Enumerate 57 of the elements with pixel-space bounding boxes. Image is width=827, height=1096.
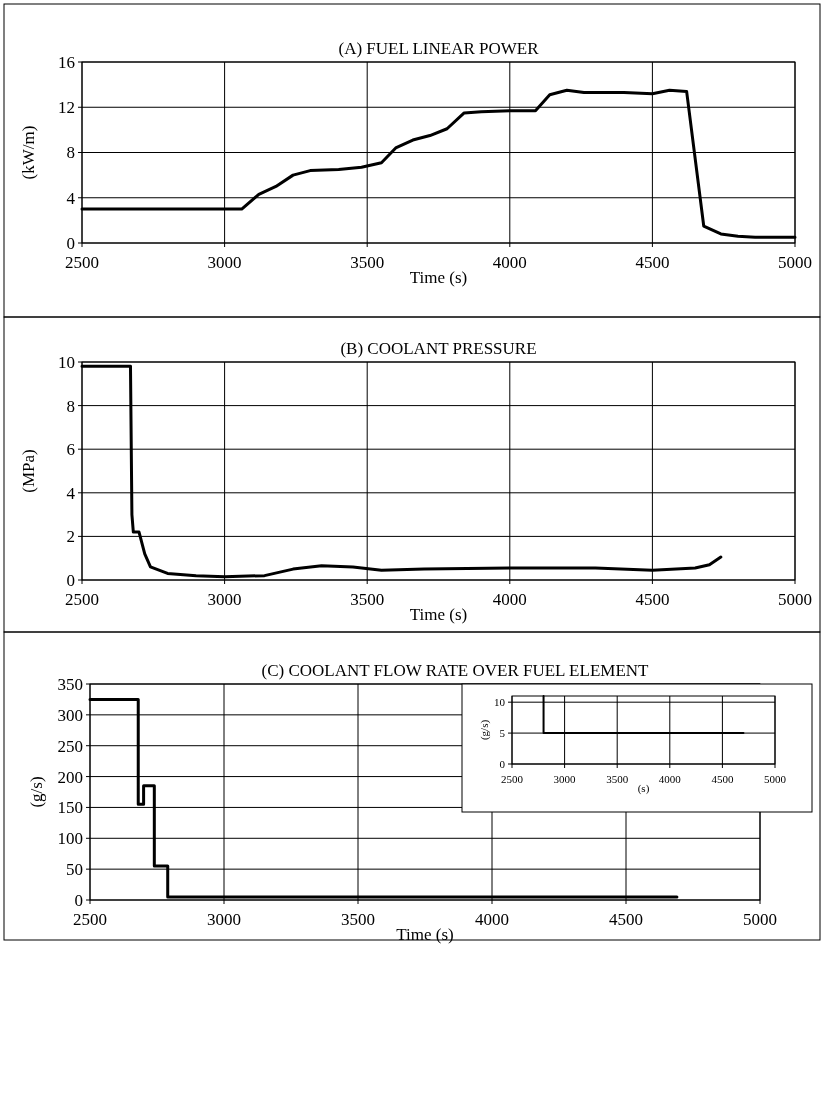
y-tick-label: 6 bbox=[66, 440, 75, 460]
x-tick-label: 5000 bbox=[743, 910, 777, 929]
x-tick-label: 3000 bbox=[207, 590, 242, 609]
x-tick-label: 2500 bbox=[501, 773, 524, 785]
y-tick-label: 200 bbox=[57, 767, 83, 787]
x-tick-label: 3000 bbox=[207, 910, 241, 929]
x-tick-label: 4500 bbox=[635, 253, 670, 272]
x-axis-title: Time (s) bbox=[396, 925, 454, 944]
x-tick-label: 4000 bbox=[492, 253, 527, 272]
y-tick-label: 10 bbox=[58, 352, 75, 372]
y-axis-title: (kW/m) bbox=[19, 125, 38, 180]
x-tick-label: 3000 bbox=[553, 773, 577, 785]
y-tick-label: 0 bbox=[74, 890, 83, 910]
y-tick-label: 2 bbox=[66, 527, 75, 547]
chart-title: (B) COOLANT PRESSURE bbox=[340, 339, 537, 358]
x-axis-title: Time (s) bbox=[409, 605, 468, 624]
x-tick-label: 4500 bbox=[711, 773, 734, 785]
y-tick-label: 0 bbox=[66, 570, 75, 590]
chart-title: (C) COOLANT FLOW RATE OVER FUEL ELEMENT bbox=[261, 661, 650, 680]
y-axis-title: (g/s) bbox=[478, 719, 491, 741]
y-tick-label: 16 bbox=[58, 52, 75, 72]
x-tick-label: 4500 bbox=[609, 910, 643, 929]
x-tick-label: 3000 bbox=[207, 253, 242, 272]
x-tick-label: 3500 bbox=[350, 253, 385, 272]
y-tick-label: 8 bbox=[66, 396, 75, 416]
y-tick-label: 100 bbox=[57, 829, 83, 849]
x-tick-label: 5000 bbox=[764, 773, 787, 785]
x-tick-label: 5000 bbox=[778, 590, 812, 609]
x-tick-label: 3500 bbox=[350, 590, 385, 609]
x-tick-label: 2500 bbox=[65, 590, 99, 609]
x-tick-label: 4000 bbox=[658, 773, 682, 785]
x-tick-label: 5000 bbox=[778, 253, 812, 272]
x-axis-title: (s) bbox=[637, 782, 650, 795]
y-tick-label: 350 bbox=[57, 674, 83, 694]
x-tick-label: 4000 bbox=[475, 910, 509, 929]
x-axis-title: Time (s) bbox=[409, 268, 468, 287]
x-tick-label: 3500 bbox=[341, 910, 375, 929]
y-tick-label: 4 bbox=[66, 188, 76, 208]
y-tick-label: 0 bbox=[499, 757, 506, 770]
y-tick-label: 5 bbox=[499, 726, 506, 739]
y-tick-label: 12 bbox=[58, 98, 75, 118]
y-tick-label: 300 bbox=[57, 705, 83, 725]
y-tick-label: 8 bbox=[66, 143, 75, 163]
y-tick-label: 150 bbox=[57, 798, 83, 818]
y-tick-label: 10 bbox=[494, 696, 506, 709]
x-tick-label: 4500 bbox=[635, 590, 670, 609]
y-tick-label: 250 bbox=[57, 736, 83, 756]
x-tick-label: 2500 bbox=[73, 910, 107, 929]
y-tick-label: 4 bbox=[66, 483, 76, 503]
y-tick-label: 50 bbox=[66, 860, 83, 880]
y-tick-label: 0 bbox=[66, 233, 75, 253]
y-axis-title: (MPa) bbox=[19, 449, 38, 493]
y-axis-title: (g/s) bbox=[27, 776, 46, 808]
x-tick-label: 2500 bbox=[65, 253, 99, 272]
chart-title: (A) FUEL LINEAR POWER bbox=[338, 39, 540, 58]
x-tick-label: 4000 bbox=[492, 590, 527, 609]
x-tick-label: 3500 bbox=[606, 773, 629, 785]
